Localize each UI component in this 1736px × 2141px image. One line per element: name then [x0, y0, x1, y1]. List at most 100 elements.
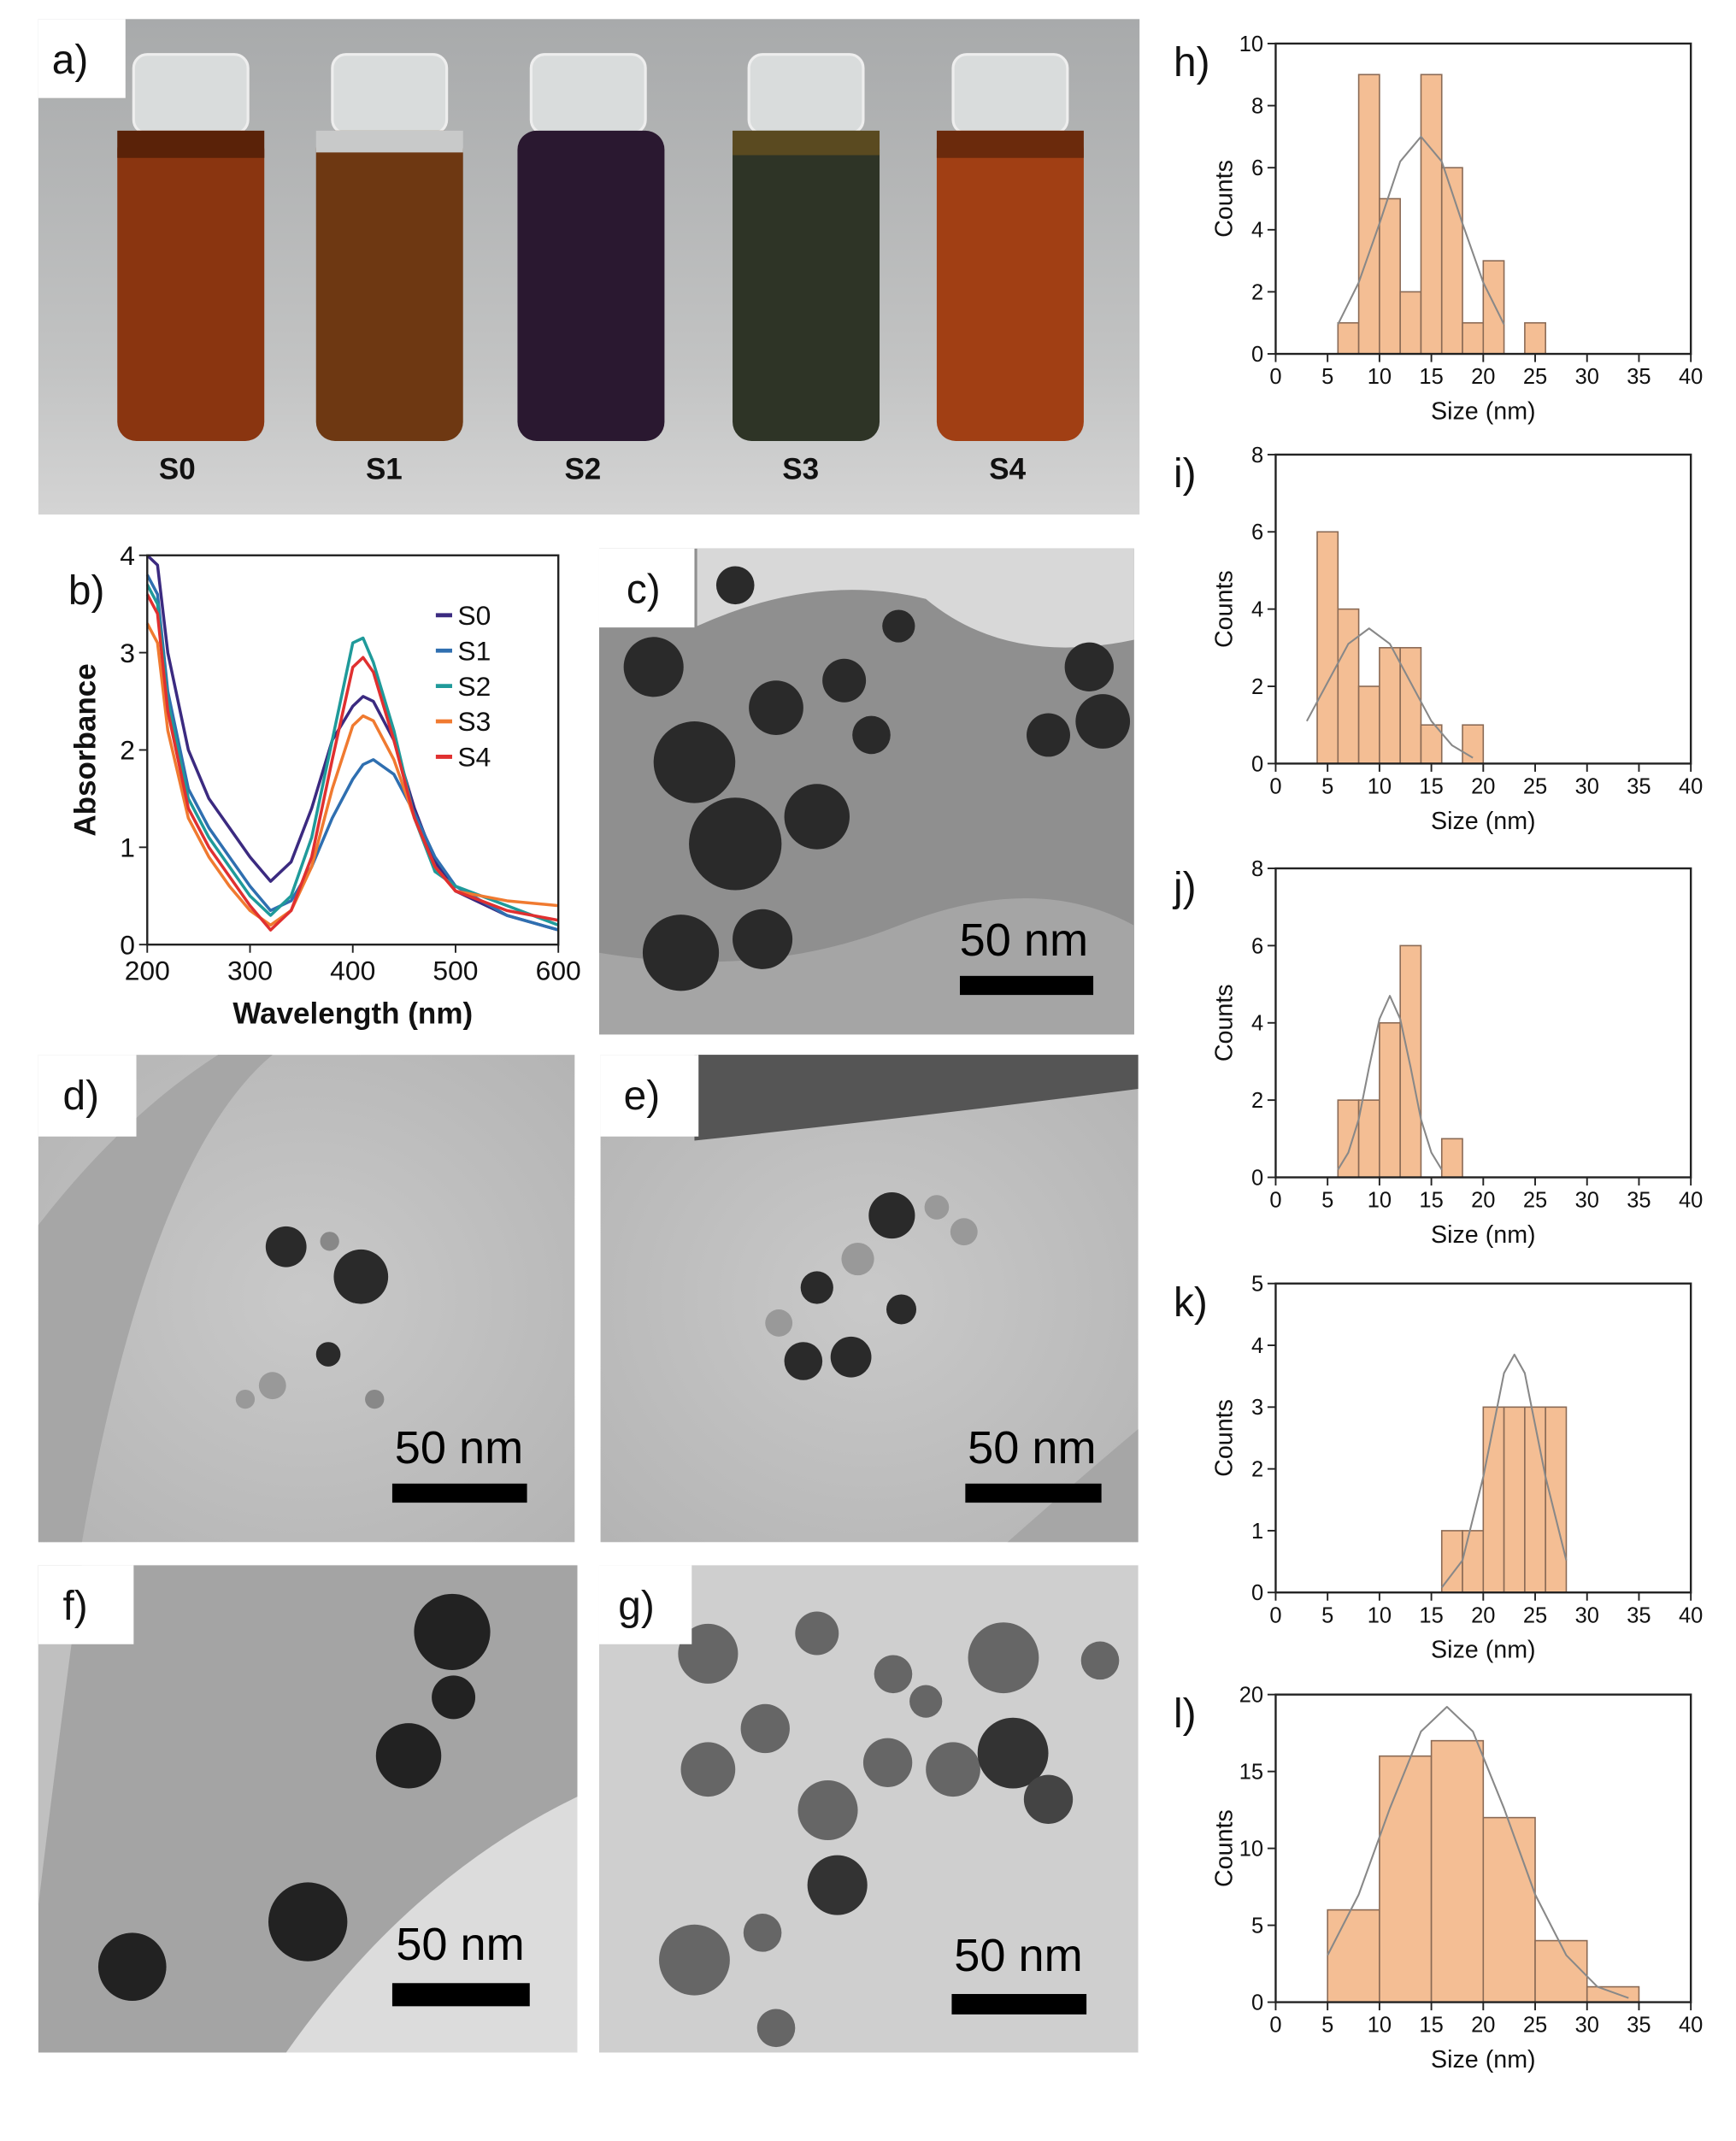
- tem-panel: f) 50 nm: [38, 1565, 578, 2053]
- x-tick-label: 15: [1419, 1189, 1443, 1213]
- bar: [1545, 1406, 1568, 1594]
- panel-label: j): [1172, 865, 1197, 910]
- bar: [1379, 647, 1401, 765]
- x-axis-label: Wavelength (nm): [232, 997, 473, 1031]
- x-tick-label: 25: [1523, 365, 1547, 389]
- particles: [623, 566, 1131, 991]
- scale-bar: [391, 1483, 527, 1503]
- label-box: [598, 1565, 692, 1644]
- bar: [1357, 685, 1380, 765]
- vial: [315, 53, 463, 441]
- vial-label: S1: [366, 453, 403, 486]
- plot-frame: [1274, 42, 1692, 356]
- bar: [1337, 321, 1360, 355]
- y-axis-label: Absorbance: [69, 663, 103, 836]
- plot-frame: [1274, 453, 1692, 765]
- x-axis-label: Size (nm): [1431, 1221, 1536, 1249]
- y-tick-label: 8: [1251, 444, 1263, 468]
- y-tick-label: 2: [1251, 1089, 1263, 1113]
- x-tick-label: 35: [1627, 2014, 1651, 2038]
- tem-panel: e) 50 nm: [600, 1055, 1139, 1543]
- x-tick-label: 10: [1368, 2014, 1392, 2038]
- particles: [659, 1611, 1120, 2048]
- bar: [1482, 1816, 1536, 2003]
- x-tick-label: 30: [1575, 1189, 1599, 1213]
- scale-bar-label: 50 nm: [395, 1422, 523, 1473]
- y-tick-label: 1: [120, 832, 135, 862]
- y-tick-label: 4: [1251, 1334, 1263, 1358]
- bar: [1462, 321, 1485, 355]
- y-axis-label: Counts: [1210, 570, 1238, 648]
- y-axis-label: Counts: [1210, 1809, 1238, 1887]
- x-axis-label: Size (nm): [1431, 397, 1536, 425]
- tem-panel: d) 50 nm: [38, 1055, 575, 1543]
- x-tick-label: 30: [1575, 365, 1599, 389]
- x-tick-label: 20: [1471, 774, 1495, 798]
- scale-bar-label: 50 nm: [960, 915, 1088, 966]
- y-tick-label: 5: [1251, 1915, 1263, 1938]
- scale-bar: [951, 1994, 1087, 2015]
- bar: [1399, 944, 1422, 1179]
- legend-label: S2: [457, 671, 491, 702]
- bar: [1462, 1530, 1485, 1594]
- data-line: [145, 573, 559, 932]
- x-tick-label: 25: [1523, 1603, 1547, 1627]
- x-tick-label: 30: [1575, 1603, 1599, 1627]
- tem-region: [697, 548, 1134, 648]
- tem-region: [694, 1055, 1139, 1141]
- panel-label: a): [52, 38, 88, 83]
- tem-panel: g) 50 nm: [598, 1565, 1139, 2053]
- y-tick-label: 2: [1251, 280, 1263, 304]
- x-tick-label: 15: [1419, 365, 1443, 389]
- y-tick-label: 0: [1251, 1581, 1263, 1605]
- bar: [1379, 1021, 1401, 1179]
- scale-bar-label: 50 nm: [968, 1422, 1096, 1473]
- x-tick-label: 5: [1321, 774, 1333, 798]
- bar: [1420, 74, 1443, 355]
- tem-region: [598, 898, 1134, 1035]
- x-tick-label: 200: [125, 956, 170, 986]
- scale-bar: [965, 1483, 1102, 1503]
- y-axis-label: Counts: [1210, 1399, 1238, 1477]
- plot-frame: [1274, 1282, 1692, 1594]
- x-tick-label: 5: [1321, 1189, 1333, 1213]
- legend-label: S0: [457, 600, 491, 631]
- x-tick-label: 20: [1471, 1189, 1495, 1213]
- vial: [517, 53, 665, 441]
- data-line: [146, 554, 559, 932]
- bar: [1524, 321, 1546, 355]
- x-tick-label: 35: [1627, 1603, 1651, 1627]
- bar: [1482, 260, 1505, 355]
- y-tick-label: 6: [1251, 521, 1263, 544]
- x-tick-label: 40: [1679, 2014, 1703, 2038]
- x-tick-label: 25: [1523, 2014, 1547, 2038]
- x-tick-label: 5: [1321, 365, 1333, 389]
- x-tick-label: 0: [1269, 1603, 1281, 1627]
- vial-label: S3: [782, 453, 819, 486]
- bar: [1420, 724, 1443, 765]
- photo-panel: S0 S1 S2 S3 S4 a): [38, 19, 1140, 515]
- vial-label: S2: [564, 453, 601, 486]
- scale-bar: [959, 975, 1094, 996]
- plot-frame: [146, 554, 560, 946]
- x-tick-label: 300: [227, 956, 273, 986]
- legend-label: S3: [457, 706, 491, 737]
- bar: [1327, 1909, 1380, 2003]
- y-tick-label: 0: [1251, 1166, 1263, 1190]
- x-tick-label: 10: [1368, 365, 1392, 389]
- vial: [936, 53, 1084, 441]
- fit-curve: [1440, 1353, 1568, 1589]
- label-box: [38, 19, 126, 98]
- x-tick-label: 35: [1627, 1189, 1651, 1213]
- data-line: [145, 584, 559, 927]
- y-tick-label: 8: [1251, 857, 1263, 881]
- x-tick-label: 0: [1269, 774, 1281, 798]
- y-tick-label: 5: [1251, 1273, 1263, 1297]
- y-tick-label: 4: [120, 540, 135, 571]
- panel-label: k): [1174, 1280, 1208, 1326]
- y-tick-label: 3: [120, 638, 135, 668]
- fit-curve: [1305, 627, 1474, 759]
- y-tick-label: 3: [1251, 1396, 1263, 1420]
- bar: [1430, 1739, 1485, 2003]
- vials: [117, 53, 1084, 441]
